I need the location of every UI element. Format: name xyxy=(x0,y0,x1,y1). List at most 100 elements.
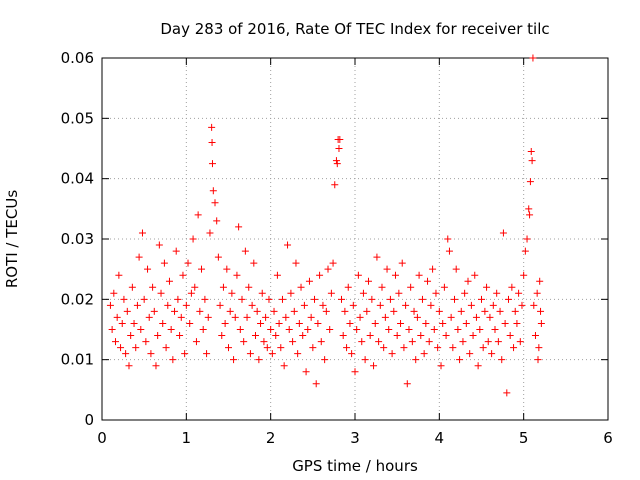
data-point xyxy=(287,289,295,297)
data-point xyxy=(305,277,313,285)
data-point xyxy=(420,350,428,358)
y-axis-label: ROTI / TECUs xyxy=(3,190,21,288)
data-point xyxy=(226,307,234,315)
data-point xyxy=(213,217,221,225)
data-point xyxy=(361,356,369,364)
data-point xyxy=(189,235,197,243)
data-point xyxy=(496,307,504,315)
data-point xyxy=(349,301,357,309)
data-point xyxy=(380,344,388,352)
data-point xyxy=(417,332,425,340)
data-point xyxy=(534,356,542,364)
data-point xyxy=(165,277,173,285)
data-point xyxy=(516,338,524,346)
data-point xyxy=(356,313,364,321)
data-point xyxy=(231,313,239,321)
data-point xyxy=(289,338,297,346)
data-point xyxy=(439,319,447,327)
data-point xyxy=(520,271,528,279)
data-point xyxy=(504,295,512,303)
data-point xyxy=(326,326,334,333)
data-point xyxy=(314,319,322,327)
data-point xyxy=(483,283,491,291)
data-point xyxy=(511,307,519,315)
data-point xyxy=(307,313,315,321)
data-point xyxy=(236,326,244,333)
data-point xyxy=(201,295,209,303)
data-point xyxy=(268,350,276,358)
data-point xyxy=(327,289,335,297)
data-point xyxy=(354,271,362,279)
data-point xyxy=(469,332,477,340)
data-point xyxy=(451,295,459,303)
data-point xyxy=(415,271,423,279)
data-point xyxy=(447,313,455,321)
data-point xyxy=(346,319,354,327)
data-point xyxy=(526,211,534,219)
data-point xyxy=(304,326,312,333)
data-point xyxy=(238,295,246,303)
data-point xyxy=(149,283,157,291)
data-point xyxy=(130,319,138,327)
x-tick-label: 3 xyxy=(350,429,360,447)
data-point xyxy=(336,135,344,143)
data-point xyxy=(177,313,185,321)
y-tick-label: 0 xyxy=(84,411,94,429)
x-tick-label: 6 xyxy=(603,429,613,447)
data-point xyxy=(434,344,442,352)
data-point xyxy=(376,301,384,309)
data-point xyxy=(528,157,536,165)
data-point xyxy=(278,295,286,303)
data-point xyxy=(179,271,187,279)
data-point xyxy=(230,356,238,364)
data-point xyxy=(203,350,211,358)
x-tick-label: 1 xyxy=(182,429,192,447)
data-point xyxy=(182,301,190,309)
data-point xyxy=(172,247,180,255)
data-point xyxy=(388,350,396,358)
data-point xyxy=(127,332,135,340)
data-point xyxy=(248,301,256,309)
data-point xyxy=(206,229,214,237)
data-point xyxy=(457,307,465,315)
data-point xyxy=(311,295,319,303)
x-tick-label: 2 xyxy=(266,429,276,447)
data-point xyxy=(150,307,158,315)
data-point xyxy=(319,301,327,309)
data-point xyxy=(432,289,440,297)
data-point xyxy=(471,271,479,279)
data-point xyxy=(332,157,340,165)
data-point xyxy=(115,271,123,279)
data-point xyxy=(228,289,236,297)
data-point xyxy=(499,229,507,237)
data-point xyxy=(125,362,133,370)
data-point xyxy=(142,338,150,346)
data-point xyxy=(122,350,130,358)
data-point xyxy=(390,307,398,315)
data-point xyxy=(408,338,416,346)
data-point xyxy=(459,338,467,346)
data-point xyxy=(452,265,460,273)
data-point xyxy=(209,187,217,195)
data-point xyxy=(425,338,433,346)
data-point xyxy=(488,350,496,358)
y-tick-label: 0.03 xyxy=(61,230,94,248)
data-point xyxy=(133,301,141,309)
data-point xyxy=(265,295,273,303)
data-point xyxy=(253,307,261,315)
data-point xyxy=(437,362,445,370)
data-points xyxy=(106,54,545,397)
data-point xyxy=(445,247,453,255)
data-point xyxy=(171,307,179,315)
data-point xyxy=(481,307,489,315)
data-point xyxy=(132,344,140,352)
data-point xyxy=(378,283,386,291)
data-point xyxy=(216,301,224,309)
data-point xyxy=(223,265,231,273)
data-point xyxy=(422,319,430,327)
data-point xyxy=(489,301,497,309)
data-point xyxy=(108,326,116,333)
data-point xyxy=(523,235,531,243)
data-point xyxy=(117,344,125,352)
data-point xyxy=(199,326,207,333)
